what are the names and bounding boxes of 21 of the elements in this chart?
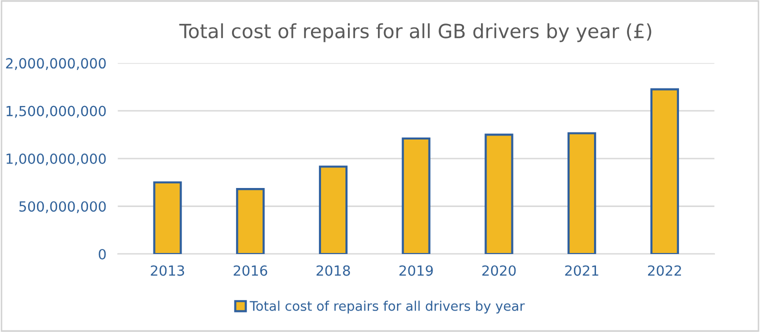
x-tick-label: 2020 [482,265,516,276]
y-tick-label: 1,000,000,000 [6,154,106,166]
bar [650,88,679,254]
x-tick-label: 2022 [648,265,681,276]
x-tick-label: 2019 [399,265,433,276]
x-tick-label: 2021 [565,265,598,276]
y-tick-label: 0 [98,248,106,260]
y-tick-label: 2,000,000,000 [6,58,106,70]
chart-title: Total cost of repairs for all GB drivers by year (£) [179,23,652,42]
bar [318,166,348,254]
x-tick-label: 2018 [316,265,350,276]
bar [153,181,182,254]
bar [236,188,265,254]
y-tick-label: 1,500,000,000 [6,106,106,118]
x-tick-label: 2013 [150,265,184,276]
x-tick-label: 2016 [234,265,268,276]
bar [568,132,596,254]
bar [402,137,430,254]
y-tick-label: 500,000,000 [19,201,106,214]
bar [484,134,514,254]
legend-label: Total cost of repairs for all drivers by year [250,300,525,314]
